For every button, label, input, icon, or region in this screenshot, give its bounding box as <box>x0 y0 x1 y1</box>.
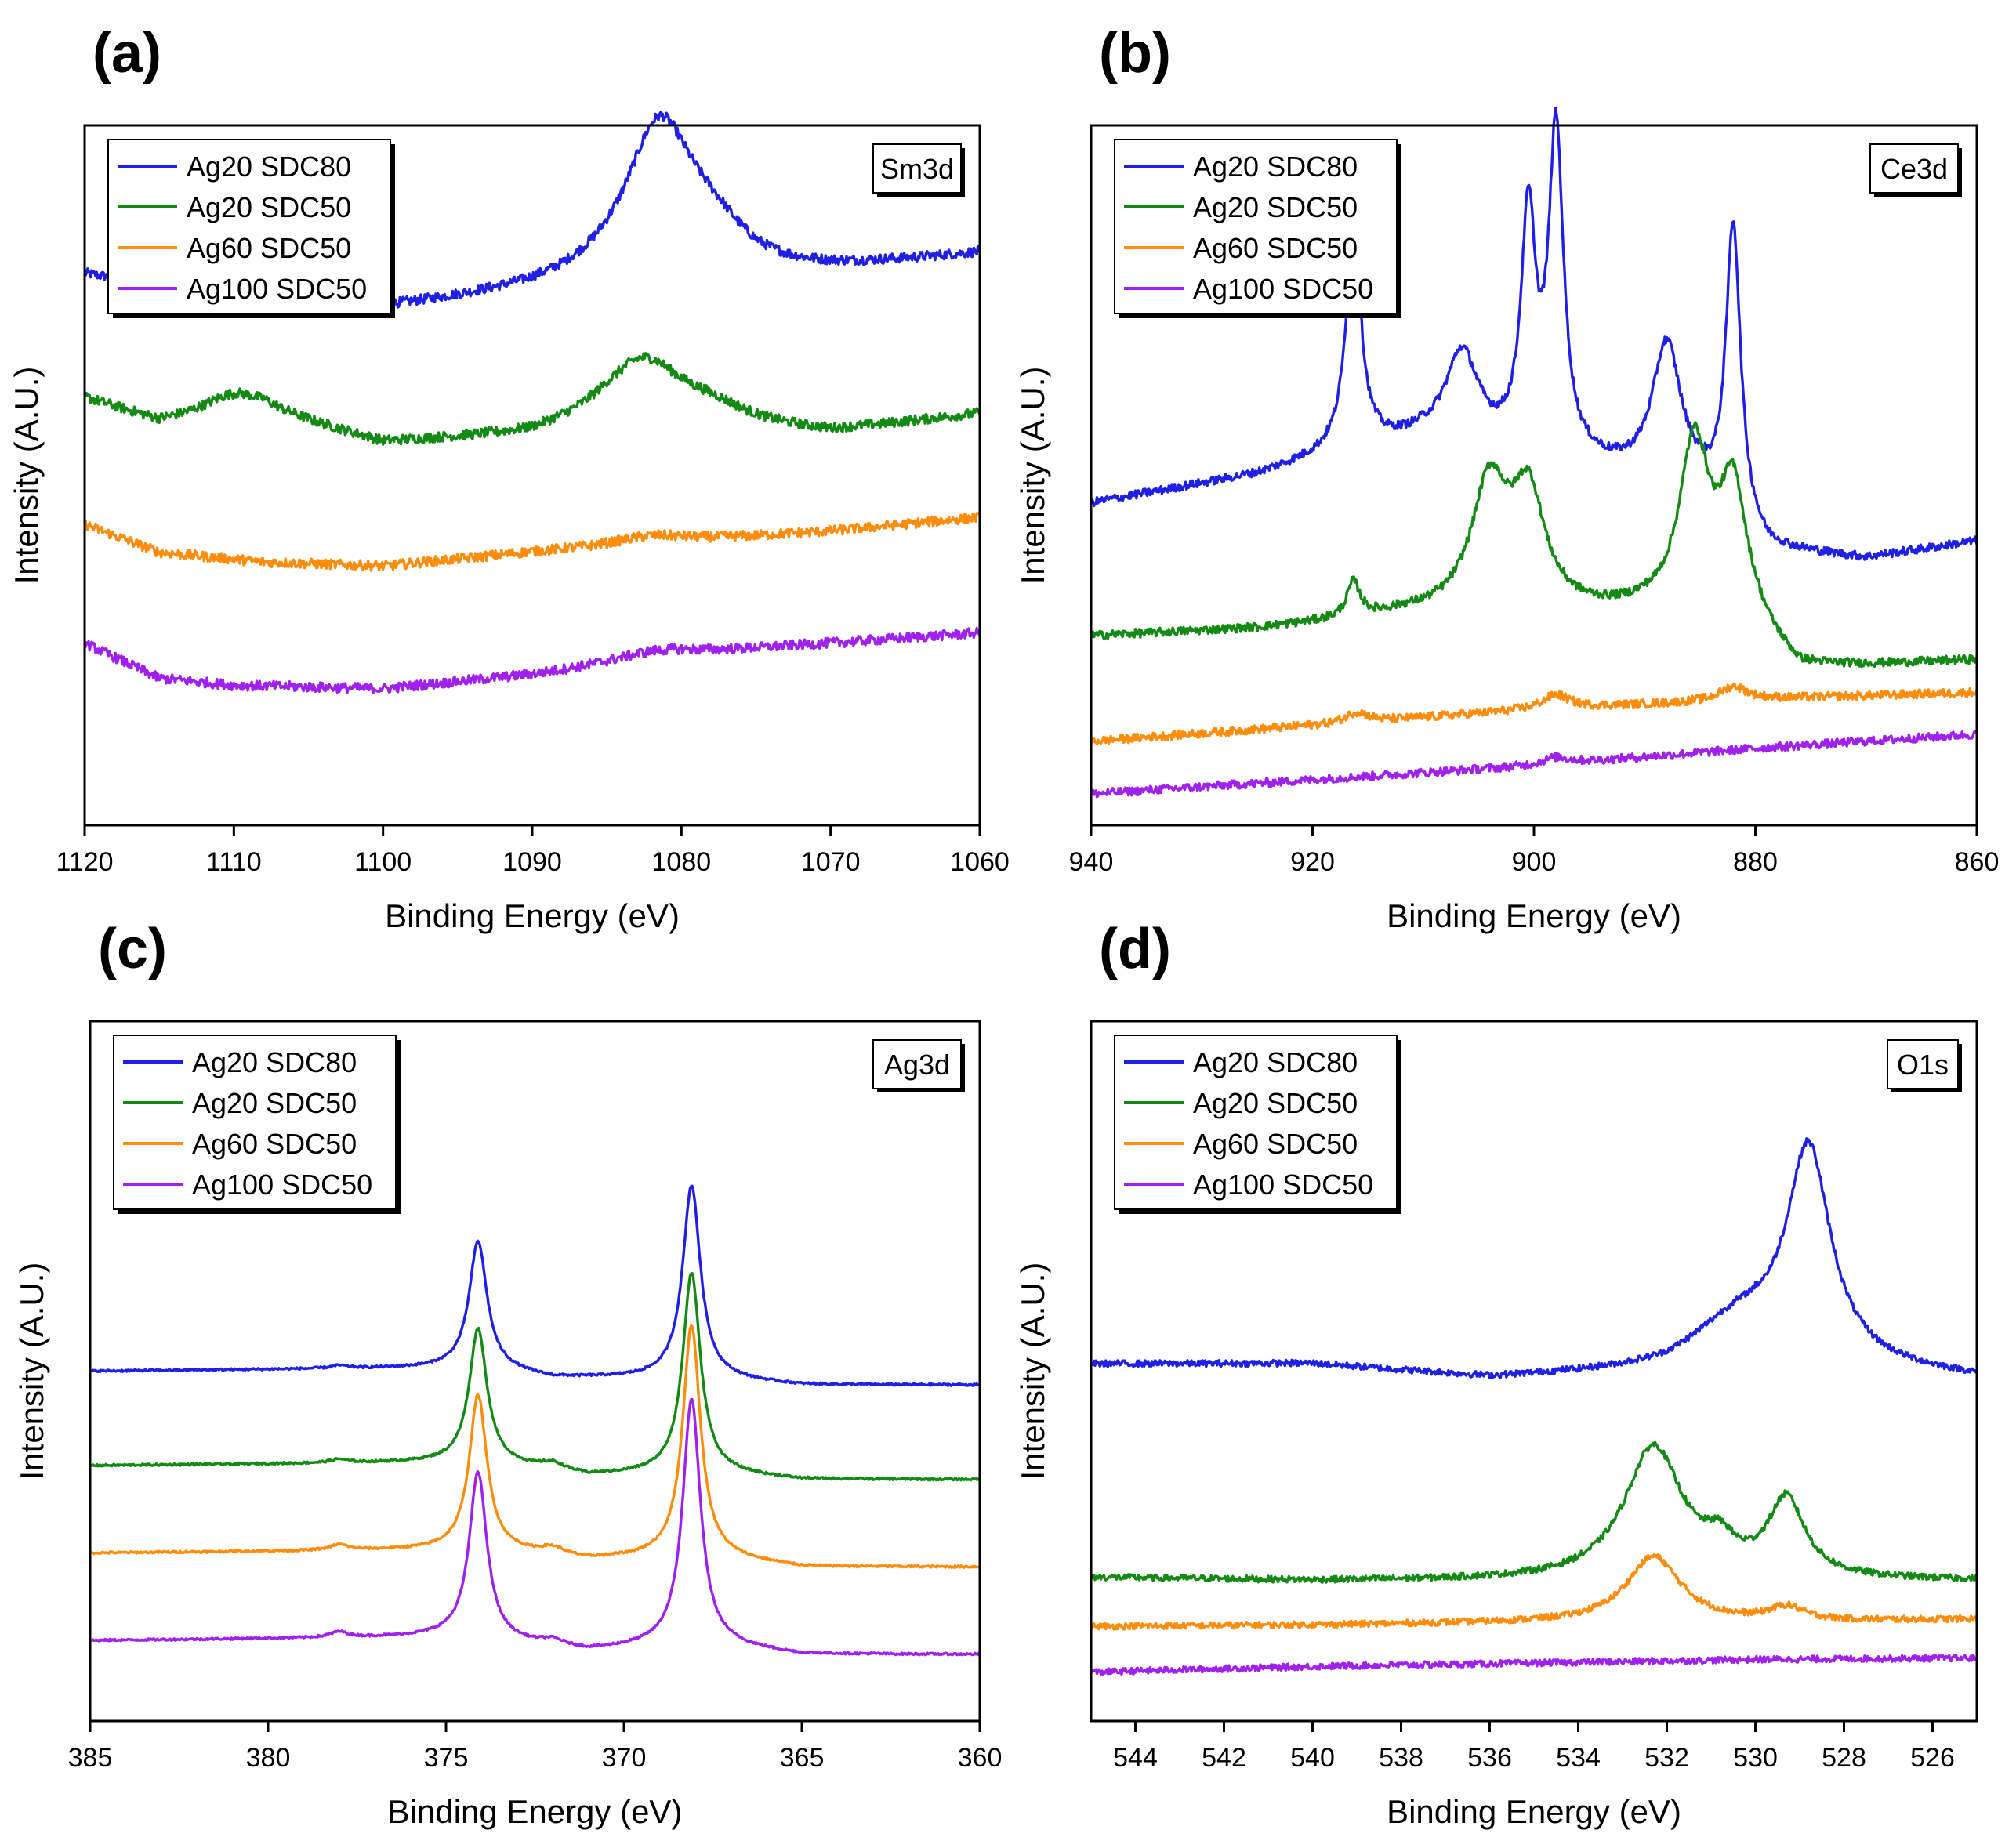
series-line-2 <box>1090 682 1978 745</box>
legend-entry: Ag20 SDC80 <box>192 1046 357 1078</box>
x-tick-label: 375 <box>424 1743 469 1773</box>
x-tick-label: 1060 <box>950 847 1010 877</box>
legend-entry: Ag20 SDC80 <box>187 150 351 183</box>
legend-entry: Ag20 SDC50 <box>1193 191 1358 223</box>
panel-label: (a) <box>92 22 161 85</box>
title-box <box>872 1039 962 1089</box>
legend-entry: Ag20 SDC80 <box>1193 150 1358 183</box>
series-line-3 <box>1090 1654 1978 1676</box>
series-line-1 <box>1090 421 1978 669</box>
legend-entry: Ag60 SDC50 <box>1193 232 1358 264</box>
x-tick-label: 370 <box>602 1743 647 1773</box>
series-line-0 <box>1090 1137 1978 1380</box>
x-tick-label: 1070 <box>801 847 861 877</box>
x-tick-label: 1110 <box>206 847 262 877</box>
x-tick-label: 536 <box>1467 1743 1512 1773</box>
chart-title: Ag3d <box>884 1049 950 1081</box>
x-axis-label: Binding Energy (eV) <box>385 897 680 934</box>
x-tick-label: 360 <box>958 1743 1003 1773</box>
x-tick-label: 900 <box>1512 847 1557 877</box>
x-tick-label: 365 <box>780 1743 825 1773</box>
x-tick-label: 540 <box>1290 1743 1335 1773</box>
series-line-0 <box>89 1184 981 1387</box>
series-line-2 <box>89 1324 981 1569</box>
x-tick-label: 940 <box>1069 847 1114 877</box>
x-tick-label: 530 <box>1733 1743 1778 1773</box>
legend <box>1114 139 1398 314</box>
x-axis-label: Binding Energy (eV) <box>388 1793 683 1830</box>
legend-entry: Ag60 SDC50 <box>192 1128 357 1160</box>
x-tick-label: 920 <box>1290 847 1335 877</box>
x-tick-label: 532 <box>1644 1743 1689 1773</box>
panel-label: (c) <box>98 918 167 980</box>
series-line-1 <box>1090 1440 1978 1584</box>
x-tick-label: 1090 <box>502 847 562 877</box>
plot-frame <box>1090 1020 1978 1723</box>
chart-panel-d: (d) 544 542 540 538 536 534 532 530 528 526 Binding… <box>1014 918 1978 1830</box>
legend-entry: Ag100 SDC50 <box>1193 273 1373 305</box>
x-tick-label: 1120 <box>56 847 113 877</box>
x-tick-label: 544 <box>1113 1743 1158 1773</box>
legend-entry: Ag60 SDC50 <box>187 232 351 264</box>
series-line-2 <box>83 511 981 572</box>
x-tick-label: 860 <box>1955 847 2000 877</box>
y-axis-label: Intensity (A.U.) <box>13 1263 50 1480</box>
chart-panel-a: (a) 1120 1110 1100 1090 1080 1070 1060 Binding E… <box>8 22 1010 934</box>
legend-entry: Ag100 SDC50 <box>192 1169 372 1201</box>
x-tick-label: 380 <box>246 1743 291 1773</box>
chart-title: O1s <box>1897 1049 1949 1081</box>
x-tick-label: 1080 <box>652 847 712 877</box>
x-tick-label: 534 <box>1556 1743 1601 1773</box>
legend-entry: Ag20 SDC50 <box>187 191 351 223</box>
series-line-1 <box>89 1271 981 1482</box>
title-box <box>1869 143 1959 194</box>
x-tick-label: 880 <box>1733 847 1778 877</box>
legend-entry: Ag100 SDC50 <box>187 273 367 305</box>
series-line-3 <box>1090 730 1978 799</box>
legend <box>1114 1035 1398 1210</box>
x-tick-label: 538 <box>1379 1743 1423 1773</box>
legend-entry: Ag20 SDC80 <box>1193 1046 1358 1078</box>
panel-label: (b) <box>1099 22 1171 85</box>
x-tick-label: 528 <box>1822 1743 1866 1773</box>
y-axis-label: Intensity (A.U.) <box>1014 1263 1051 1480</box>
legend-entry: Ag20 SDC50 <box>1193 1087 1358 1119</box>
x-tick-label: 1100 <box>354 847 412 877</box>
y-axis-label: Intensity (A.U.) <box>1014 367 1051 585</box>
x-tick-label: 385 <box>68 1743 113 1773</box>
legend-entry: Ag20 SDC50 <box>192 1087 357 1119</box>
series-line-1 <box>83 352 981 446</box>
chart-panel-b: (b) 940 920 900 880 860 Binding Energy (eV) Int… <box>1014 22 1999 934</box>
chart-title: Ce3d <box>1880 153 1948 185</box>
series-line-3 <box>89 1397 981 1657</box>
legend-entry: Ag60 SDC50 <box>1193 1128 1358 1160</box>
title-box <box>872 143 962 194</box>
chart-panel-c: (c) 385 380 375 370 365 360 Binding Energy (eV)… <box>13 918 1002 1830</box>
y-axis-label: Intensity (A.U.) <box>8 367 45 585</box>
x-axis-label: Binding Energy (eV) <box>1387 897 1681 934</box>
series-line-0 <box>1090 107 1978 561</box>
legend-entry: Ag100 SDC50 <box>1193 1169 1373 1201</box>
x-axis-label: Binding Energy (eV) <box>1387 1793 1681 1830</box>
title-box <box>1887 1039 1959 1089</box>
panel-label: (d) <box>1099 918 1171 980</box>
plot-frame <box>89 1020 981 1723</box>
x-tick-label: 542 <box>1202 1743 1246 1773</box>
series-line-3 <box>83 626 981 695</box>
x-tick-label: 526 <box>1910 1743 1955 1773</box>
series-line-2 <box>1090 1553 1978 1631</box>
legend <box>107 139 391 314</box>
legend <box>113 1035 397 1210</box>
chart-title: Sm3d <box>880 153 954 185</box>
